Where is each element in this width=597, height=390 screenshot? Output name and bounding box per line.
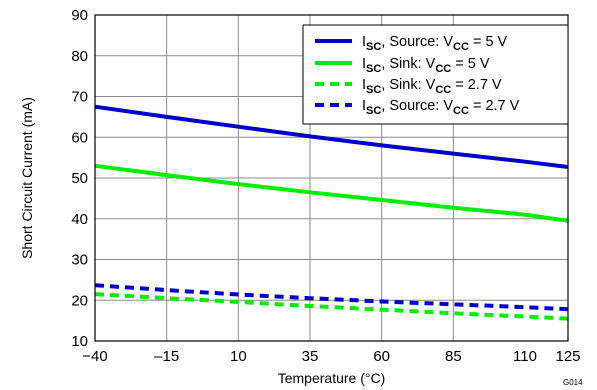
- legend-subscript: CC: [453, 105, 469, 117]
- series-line-2: [94, 292, 569, 321]
- y-tick-label: 80: [71, 48, 88, 65]
- legend-text-part: , Source: V: [381, 98, 453, 114]
- y-tick-label: 60: [71, 129, 88, 146]
- legend-text-part: I: [362, 56, 366, 72]
- y-tick-label: 30: [71, 252, 88, 269]
- legend-subscript: SC: [366, 84, 381, 96]
- legend-text-part: = 2.7 V: [451, 77, 502, 93]
- x-tick-label: 10: [230, 348, 247, 365]
- legend-entry: ISC, Sink: VCC = 5 V: [362, 56, 490, 75]
- legend-subscript: CC: [435, 84, 451, 96]
- legend-subscript: SC: [366, 63, 381, 75]
- series-line-3: [94, 283, 569, 312]
- tick-labels: 10 20 30 40 50 60 70 80 90 −40 –15 10 35 60 85 110 125: [71, 7, 580, 365]
- x-tick-label: –15: [154, 348, 179, 365]
- x-tick-label: 60: [373, 348, 390, 365]
- legend-text-part: I: [362, 98, 366, 114]
- series-line-0: [94, 104, 569, 169]
- legend-subscript: SC: [366, 41, 381, 53]
- y-tick-label: 50: [71, 170, 88, 187]
- x-tick-label: −40: [82, 348, 107, 365]
- legend-entry: ISC, Source: VCC = 5 V: [362, 34, 508, 53]
- legend-entry: ISC, Sink: VCC = 2.7 V: [362, 77, 502, 96]
- legend-text-part: = 2.7 V: [469, 98, 520, 114]
- legend-entry: ISC, Source: VCC = 2.7 V: [362, 98, 520, 117]
- legend-text-part: , Sink: V: [381, 77, 435, 93]
- legend-text-part: = 5 V: [451, 56, 490, 72]
- x-tick-label: 125: [555, 348, 580, 365]
- y-tick-label: 40: [71, 211, 88, 228]
- legend-text-part: I: [362, 77, 366, 93]
- x-tick-label: 35: [302, 348, 319, 365]
- legend-subscript: SC: [366, 105, 381, 117]
- series-line-1: [94, 163, 569, 223]
- y-axis-title: Short Circuit Current (mA): [19, 97, 35, 259]
- legend-text-part: , Source: V: [381, 34, 453, 50]
- legend-text-part: , Sink: V: [381, 56, 435, 72]
- legend-text-part: = 5 V: [469, 34, 508, 50]
- x-tick-label: 85: [445, 348, 462, 365]
- y-tick-label: 70: [71, 89, 88, 106]
- series-layer: [94, 104, 569, 321]
- legend-subscript: CC: [453, 41, 469, 53]
- x-tick-label: 110: [513, 348, 537, 365]
- figure-id: G014: [563, 378, 583, 387]
- y-tick-label: 10: [71, 333, 88, 350]
- legend-subscript: CC: [435, 63, 451, 75]
- plot-frame: [94, 14, 569, 342]
- x-axis-title: Temperature (°C): [278, 370, 386, 386]
- y-tick-label: 20: [71, 292, 88, 309]
- legend-text-part: I: [362, 34, 366, 50]
- y-tick-label: 90: [71, 7, 88, 24]
